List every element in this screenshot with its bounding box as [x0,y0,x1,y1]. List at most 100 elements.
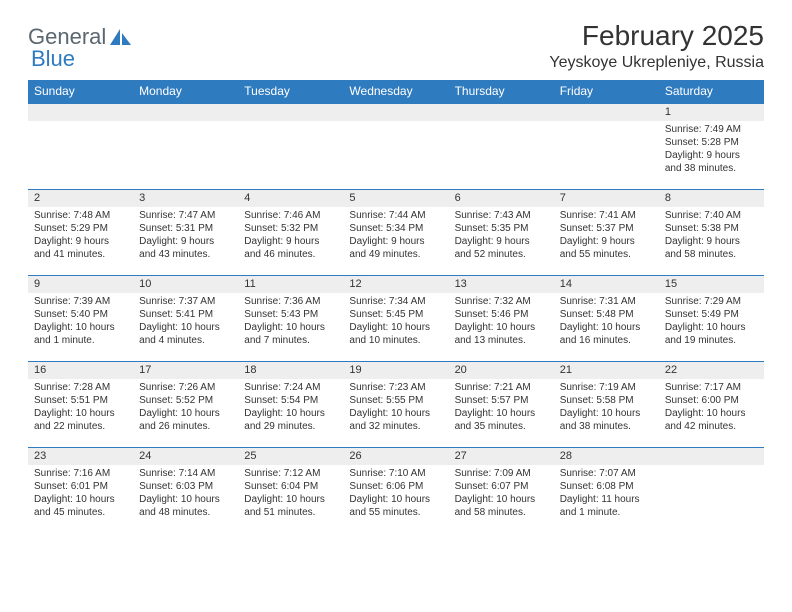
day-number: 27 [449,448,554,465]
day-cell: 17Sunrise: 7:26 AMSunset: 5:52 PMDayligh… [133,361,238,447]
week-row: 1Sunrise: 7:49 AMSunset: 5:28 PMDaylight… [28,103,764,189]
day-data: Sunrise: 7:21 AMSunset: 5:57 PMDaylight:… [449,379,554,437]
day-data: Sunrise: 7:17 AMSunset: 6:00 PMDaylight:… [659,379,764,437]
day-cell: 18Sunrise: 7:24 AMSunset: 5:54 PMDayligh… [238,361,343,447]
day-number: 15 [659,276,764,293]
week-row: 9Sunrise: 7:39 AMSunset: 5:40 PMDaylight… [28,275,764,361]
daylight-text: Daylight: 10 hours and 13 minutes. [455,321,548,347]
day-cell: 26Sunrise: 7:10 AMSunset: 6:06 PMDayligh… [343,447,448,533]
sunrise-text: Sunrise: 7:43 AM [455,209,548,222]
daylight-text: Daylight: 10 hours and 55 minutes. [349,493,442,519]
sunset-text: Sunset: 6:04 PM [244,480,337,493]
dayname-tue: Tuesday [238,80,343,103]
day-cell [133,103,238,189]
day-number: 25 [238,448,343,465]
day-number: 14 [554,276,659,293]
day-number [238,104,343,121]
day-number [554,104,659,121]
day-cell: 9Sunrise: 7:39 AMSunset: 5:40 PMDaylight… [28,275,133,361]
daylight-text: Daylight: 10 hours and 10 minutes. [349,321,442,347]
day-number: 11 [238,276,343,293]
day-cell [449,103,554,189]
sunset-text: Sunset: 5:55 PM [349,394,442,407]
day-cell: 8Sunrise: 7:40 AMSunset: 5:38 PMDaylight… [659,189,764,275]
day-number: 21 [554,362,659,379]
day-cell: 27Sunrise: 7:09 AMSunset: 6:07 PMDayligh… [449,447,554,533]
dayname-mon: Monday [133,80,238,103]
sunset-text: Sunset: 5:45 PM [349,308,442,321]
day-number: 20 [449,362,554,379]
day-cell [659,447,764,533]
sunset-text: Sunset: 5:46 PM [455,308,548,321]
month-title: February 2025 [549,20,764,52]
daylight-text: Daylight: 10 hours and 32 minutes. [349,407,442,433]
day-data: Sunrise: 7:36 AMSunset: 5:43 PMDaylight:… [238,293,343,351]
day-number: 10 [133,276,238,293]
day-cell [343,103,448,189]
day-number [133,104,238,121]
sunset-text: Sunset: 6:07 PM [455,480,548,493]
day-cell [238,103,343,189]
day-cell: 2Sunrise: 7:48 AMSunset: 5:29 PMDaylight… [28,189,133,275]
day-number: 17 [133,362,238,379]
day-cell [554,103,659,189]
daylight-text: Daylight: 10 hours and 35 minutes. [455,407,548,433]
sunset-text: Sunset: 5:52 PM [139,394,232,407]
calendar-page: General February 2025 Yeyskoye Ukrepleni… [0,0,792,553]
day-cell: 14Sunrise: 7:31 AMSunset: 5:48 PMDayligh… [554,275,659,361]
location: Yeyskoye Ukrepleniye, Russia [549,54,764,72]
sunset-text: Sunset: 6:03 PM [139,480,232,493]
day-number: 8 [659,190,764,207]
day-data: Sunrise: 7:24 AMSunset: 5:54 PMDaylight:… [238,379,343,437]
sunrise-text: Sunrise: 7:40 AM [665,209,758,222]
daylight-text: Daylight: 9 hours and 41 minutes. [34,235,127,261]
day-cell: 6Sunrise: 7:43 AMSunset: 5:35 PMDaylight… [449,189,554,275]
sunrise-text: Sunrise: 7:12 AM [244,467,337,480]
day-data: Sunrise: 7:40 AMSunset: 5:38 PMDaylight:… [659,207,764,265]
sunset-text: Sunset: 5:58 PM [560,394,653,407]
day-data: Sunrise: 7:12 AMSunset: 6:04 PMDaylight:… [238,465,343,523]
sunrise-text: Sunrise: 7:36 AM [244,295,337,308]
week-row: 23Sunrise: 7:16 AMSunset: 6:01 PMDayligh… [28,447,764,533]
sunset-text: Sunset: 5:40 PM [34,308,127,321]
dayname-row: Sunday Monday Tuesday Wednesday Thursday… [28,80,764,103]
day-number: 6 [449,190,554,207]
daylight-text: Daylight: 10 hours and 26 minutes. [139,407,232,433]
dayname-fri: Friday [554,80,659,103]
day-number: 4 [238,190,343,207]
day-cell: 7Sunrise: 7:41 AMSunset: 5:37 PMDaylight… [554,189,659,275]
sunset-text: Sunset: 5:41 PM [139,308,232,321]
sunset-text: Sunset: 5:28 PM [665,136,758,149]
sunrise-text: Sunrise: 7:28 AM [34,381,127,394]
day-cell: 11Sunrise: 7:36 AMSunset: 5:43 PMDayligh… [238,275,343,361]
sunrise-text: Sunrise: 7:16 AM [34,467,127,480]
day-number: 9 [28,276,133,293]
day-data: Sunrise: 7:46 AMSunset: 5:32 PMDaylight:… [238,207,343,265]
day-data: Sunrise: 7:39 AMSunset: 5:40 PMDaylight:… [28,293,133,351]
sunset-text: Sunset: 5:29 PM [34,222,127,235]
day-data: Sunrise: 7:31 AMSunset: 5:48 PMDaylight:… [554,293,659,351]
header: General February 2025 Yeyskoye Ukrepleni… [28,20,764,72]
sunrise-text: Sunrise: 7:24 AM [244,381,337,394]
sunrise-text: Sunrise: 7:47 AM [139,209,232,222]
sunset-text: Sunset: 5:51 PM [34,394,127,407]
dayname-wed: Wednesday [343,80,448,103]
sunrise-text: Sunrise: 7:32 AM [455,295,548,308]
logo-sail-icon [110,28,132,46]
day-number: 24 [133,448,238,465]
daylight-text: Daylight: 10 hours and 16 minutes. [560,321,653,347]
daylight-text: Daylight: 10 hours and 48 minutes. [139,493,232,519]
sunrise-text: Sunrise: 7:31 AM [560,295,653,308]
daylight-text: Daylight: 10 hours and 29 minutes. [244,407,337,433]
sunset-text: Sunset: 5:48 PM [560,308,653,321]
day-cell: 4Sunrise: 7:46 AMSunset: 5:32 PMDaylight… [238,189,343,275]
day-cell: 22Sunrise: 7:17 AMSunset: 6:00 PMDayligh… [659,361,764,447]
sunset-text: Sunset: 5:38 PM [665,222,758,235]
day-number: 3 [133,190,238,207]
sunrise-text: Sunrise: 7:23 AM [349,381,442,394]
day-cell [28,103,133,189]
sunset-text: Sunset: 5:54 PM [244,394,337,407]
day-data: Sunrise: 7:09 AMSunset: 6:07 PMDaylight:… [449,465,554,523]
day-cell: 16Sunrise: 7:28 AMSunset: 5:51 PMDayligh… [28,361,133,447]
sunrise-text: Sunrise: 7:44 AM [349,209,442,222]
